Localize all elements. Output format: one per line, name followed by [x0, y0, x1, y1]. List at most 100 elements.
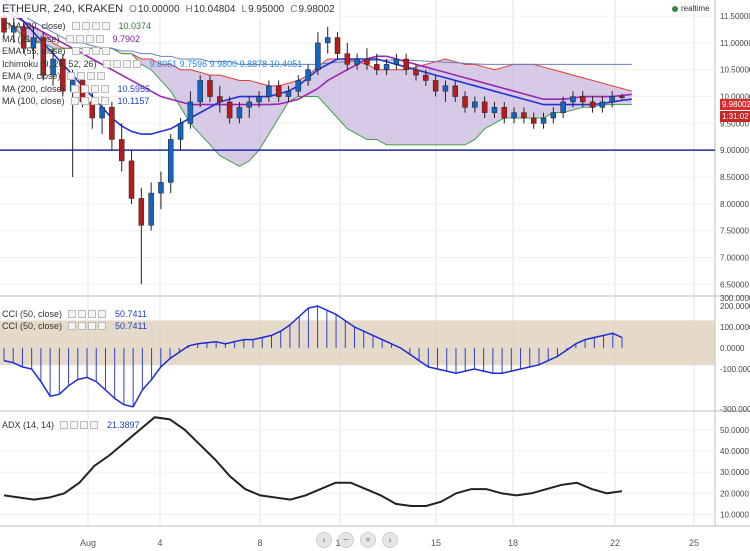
code-icon[interactable]	[90, 97, 99, 105]
candle-body	[501, 107, 508, 119]
indicator-controls	[70, 97, 109, 105]
legend-row-cci[interactable]: CCI (50, close) 50.7411	[2, 320, 147, 332]
indicator-value: 9.7902	[112, 33, 141, 44]
code-icon[interactable]	[122, 59, 131, 68]
x-tick-label: 22	[610, 538, 620, 548]
eye-icon[interactable]	[71, 22, 80, 30]
scroll-left-button[interactable]: ‹	[316, 532, 332, 548]
legend-row-main[interactable]: EMA (55, close)	[2, 45, 110, 57]
realtime-label: realtime	[681, 4, 710, 13]
eye-icon[interactable]	[66, 72, 75, 80]
settings-icon[interactable]	[78, 322, 87, 330]
legend-row-main[interactable]: Ichimoku (9, 26, 52, 26) 9.8951 9.7596 9.…	[2, 58, 302, 70]
code-icon[interactable]	[91, 47, 100, 55]
settings-icon[interactable]	[80, 84, 89, 93]
indicator-controls	[71, 47, 110, 55]
candle-body	[609, 96, 615, 103]
legend-row-adx[interactable]: ADX (14, 14) 21.3897	[2, 419, 140, 431]
zoom-out-button[interactable]: −	[338, 532, 354, 548]
candle-body	[226, 101, 233, 119]
close-icon[interactable]	[132, 59, 141, 68]
indicator-value: 10.0374	[118, 21, 152, 31]
settings-icon[interactable]	[78, 310, 87, 318]
code-icon[interactable]	[80, 421, 89, 429]
candle-body	[236, 107, 243, 119]
x-tick-label: 4	[157, 538, 162, 548]
cci-y-tick-label: 0.0000	[720, 344, 745, 353]
close-icon[interactable]	[100, 84, 109, 93]
candle-body	[589, 101, 596, 108]
adx-y-tick-label: 40.0000	[720, 447, 749, 456]
adx-y-tick-label: 30.0000	[720, 468, 749, 477]
indicator-label: EMA (9, close)	[2, 71, 61, 81]
candle-body	[324, 37, 331, 44]
indicator-controls	[65, 34, 104, 43]
close-icon[interactable]	[90, 421, 99, 429]
legend-row-main[interactable]: MA (21, close) 9.7902	[2, 33, 140, 45]
legend-row-main[interactable]: EMA (9, close)	[2, 70, 105, 82]
eye-icon[interactable]	[60, 421, 69, 429]
indicator-label: Ichimoku (9, 26, 52, 26)	[2, 58, 97, 69]
close-icon[interactable]	[98, 322, 107, 330]
indicator-controls	[66, 72, 105, 80]
ema-20-line	[3, 10, 632, 106]
candle-body	[138, 198, 145, 226]
candle-body	[197, 80, 203, 103]
code-icon[interactable]	[86, 72, 95, 80]
candle-body	[580, 96, 586, 103]
indicator-value: 10.1157	[117, 96, 150, 106]
eye-icon[interactable]	[102, 59, 111, 68]
settings-icon[interactable]	[76, 72, 85, 80]
eye-icon[interactable]	[68, 310, 77, 318]
close-icon[interactable]	[96, 72, 105, 80]
indicator-value: 9.8951 9.7596 9.9800 9.8878 10.4051	[149, 58, 303, 69]
legend-row-main[interactable]: MA (100, close) 10.1157	[2, 95, 149, 107]
eye-icon[interactable]	[65, 34, 74, 43]
code-icon[interactable]	[88, 310, 97, 318]
candle-body	[207, 80, 213, 97]
settings-icon[interactable]	[112, 59, 121, 68]
cci-y-tick-label: 100.0000	[720, 323, 750, 332]
candle-body	[560, 101, 566, 113]
code-icon[interactable]	[91, 22, 100, 30]
code-icon[interactable]	[85, 34, 94, 43]
y-tick-label: 10.50000	[720, 66, 750, 75]
candle-body	[550, 112, 557, 119]
indicator-value: 21.3897	[107, 420, 140, 430]
legend-row-main[interactable]: EMA (20, close) 10.0374	[2, 20, 151, 32]
settings-icon[interactable]	[81, 47, 90, 55]
eye-icon[interactable]	[71, 47, 80, 55]
eye-icon[interactable]	[70, 84, 79, 93]
candle-body	[462, 96, 468, 108]
eye-icon[interactable]	[70, 97, 79, 105]
indicator-label: MA (21, close)	[2, 33, 60, 44]
legend-row-cci[interactable]: CCI (50, close) 50.7411	[2, 308, 147, 320]
eye-icon[interactable]	[68, 322, 77, 330]
candle-body	[452, 85, 458, 97]
candle-body	[432, 80, 439, 92]
y-tick-label: 11.50000	[720, 12, 750, 21]
close-icon[interactable]	[98, 310, 107, 318]
close-icon[interactable]	[101, 47, 110, 55]
scroll-right-button[interactable]: ›	[382, 532, 398, 548]
symbol-title[interactable]: ETHEUR, 240, KRAKEN	[2, 3, 124, 15]
settings-icon[interactable]	[81, 22, 90, 30]
zoom-in-button[interactable]: +	[360, 532, 376, 548]
ohlc-low: L9.95000	[241, 3, 285, 15]
ichimoku-cloud	[4, 21, 632, 167]
indicator-label: CCI (50, close)	[2, 309, 63, 319]
settings-icon[interactable]	[70, 421, 79, 429]
close-icon[interactable]	[95, 34, 104, 43]
settings-icon[interactable]	[75, 34, 84, 43]
code-icon[interactable]	[88, 322, 97, 330]
candle-body	[285, 90, 292, 97]
candle-body	[511, 112, 517, 119]
legend-row-main[interactable]: MA (200, close) 10.5955	[2, 83, 150, 95]
close-icon[interactable]	[101, 22, 110, 30]
close-icon[interactable]	[100, 97, 109, 105]
settings-icon[interactable]	[80, 97, 89, 105]
candle-body	[413, 69, 419, 76]
code-icon[interactable]	[90, 84, 99, 93]
candle-body	[481, 101, 488, 113]
indicator-controls	[70, 84, 109, 93]
